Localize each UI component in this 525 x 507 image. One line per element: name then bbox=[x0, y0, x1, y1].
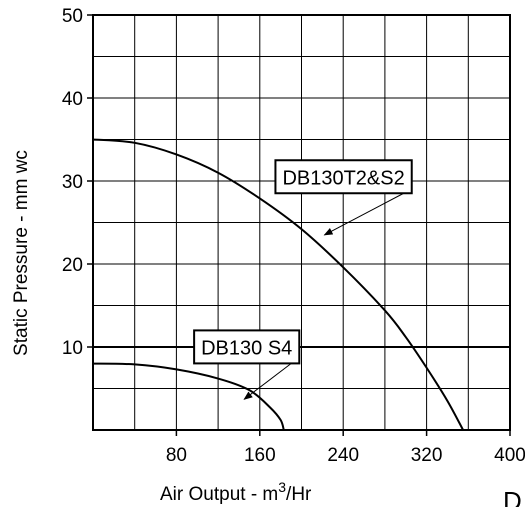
y-axis-label: Static Pressure - mm wc bbox=[11, 150, 32, 356]
y-tick-label: 30 bbox=[62, 172, 83, 193]
y-tick-label: 20 bbox=[62, 255, 83, 276]
callout-label: DB130T2&S2 bbox=[282, 167, 404, 189]
x-tick-label: 80 bbox=[166, 445, 187, 466]
x-axis-label: Air Output - m3/Hr bbox=[160, 479, 312, 505]
x-axis-label-suffix: /Hr bbox=[286, 484, 312, 505]
callout-label: DB130 S4 bbox=[201, 337, 292, 359]
callout-box bbox=[274, 159, 413, 195]
x-tick-label: 320 bbox=[411, 445, 443, 466]
x-axis-label-main: Air Output - m bbox=[160, 484, 278, 505]
callouts: DB130T2&S2 DB130 S4 bbox=[193, 159, 413, 400]
plot-frame bbox=[92, 14, 511, 431]
y-tick-label: 50 bbox=[62, 6, 83, 27]
y-tick-label: 40 bbox=[62, 89, 83, 110]
callout-box bbox=[193, 329, 301, 365]
y-tick-label: 10 bbox=[62, 338, 83, 359]
grid-lines bbox=[93, 15, 510, 430]
callout-arrow bbox=[243, 363, 292, 400]
callout-arrow bbox=[323, 192, 404, 236]
tick-labels: 80 160 240 320 400 10 20 30 40 50 bbox=[62, 6, 525, 466]
x-axis-label-superscript: 3 bbox=[278, 479, 286, 495]
x-tick-label: 400 bbox=[494, 445, 525, 466]
series-line bbox=[92, 362, 285, 431]
x-tick-label: 160 bbox=[244, 445, 276, 466]
series-group bbox=[92, 138, 464, 431]
series-line bbox=[92, 138, 464, 431]
clipped-corner-text: D bbox=[503, 486, 522, 507]
x-tick-label: 240 bbox=[327, 445, 359, 466]
